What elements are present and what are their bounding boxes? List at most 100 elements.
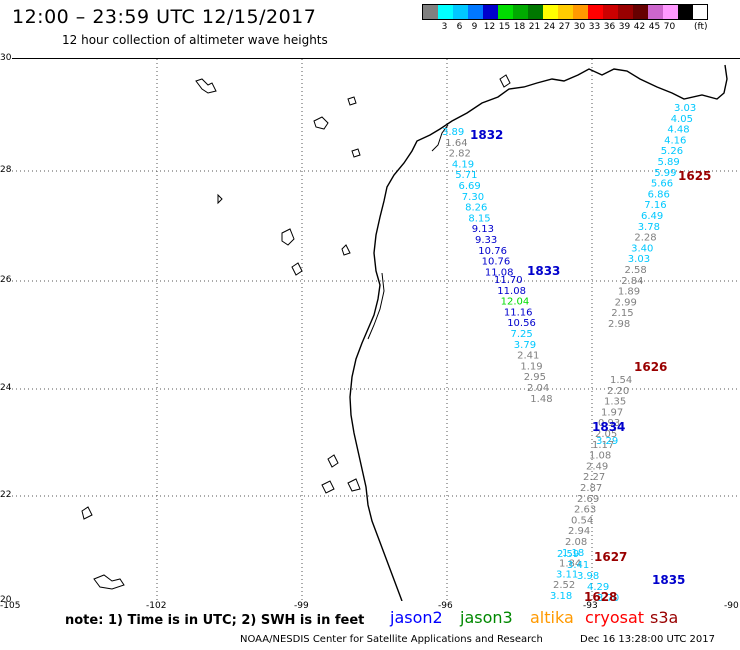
wave-height-value: 2.87	[580, 483, 602, 494]
pass-time-label: 1833	[527, 264, 560, 278]
wave-height-value: 10.76	[478, 246, 507, 257]
sat-s3a: s3a	[650, 608, 679, 627]
footer-credit: NOAA/NESDIS Center for Satellite Applica…	[240, 634, 543, 645]
wave-height-value: 4.29	[587, 582, 609, 593]
lat-label-26: 26	[0, 275, 12, 285]
wave-height-value: 3.89	[442, 127, 464, 138]
wave-height-value: 2.98	[608, 319, 630, 330]
map-title: 12:00 – 23:59 UTC 12/15/2017	[12, 6, 317, 28]
legend-swatch	[633, 5, 648, 19]
inland-lake	[217, 193, 223, 205]
pass-time-label: 1625	[678, 169, 711, 183]
wave-height-value: 5.66	[651, 179, 673, 190]
legend-label: 12	[483, 22, 496, 32]
lon-label-102: -102	[146, 601, 167, 611]
pass-time-label: 1626	[634, 360, 667, 374]
map-subtitle: 12 hour collection of altimeter wave hei…	[62, 33, 328, 47]
sat-cryosat: cryosat	[585, 608, 645, 627]
legend-label: 6	[456, 22, 463, 32]
wave-height-value: 7.25	[511, 329, 533, 340]
legend-swatch	[678, 5, 693, 19]
legend-swatch	[483, 5, 498, 19]
wave-height-value: 1.08	[589, 451, 611, 462]
wave-height-value: 6.49	[641, 211, 663, 222]
wave-height-value: 7.30	[462, 192, 484, 203]
wave-height-value: 1.19	[520, 361, 542, 372]
legend-label: 9	[471, 22, 478, 32]
legend-swatch	[648, 5, 663, 19]
legend-label: 3	[441, 22, 448, 32]
wave-height-value: 3.70	[597, 593, 619, 601]
inland-lake	[347, 96, 357, 106]
wave-height-value: 2.99	[615, 297, 637, 308]
legend-label: 18	[513, 22, 526, 32]
legend-label: 70	[663, 22, 676, 32]
wave-height-value: 5.71	[455, 170, 477, 181]
legend-labels: 3 6 9 12 15 18 21 24 27 30 33 36 39 42 45 70 (ft)	[422, 22, 708, 32]
pass-time-label: 1627	[594, 550, 627, 564]
wave-height-value: 4.05	[671, 114, 693, 125]
pass-time-label: 1832	[470, 128, 503, 142]
lat-label-30: 30	[0, 53, 12, 63]
inland-lake	[195, 78, 217, 94]
legend-label: 24	[543, 22, 556, 32]
wave-height-value: 2.52	[553, 580, 575, 591]
wave-height-value: 9.33	[475, 235, 497, 246]
inland-lake	[81, 506, 93, 520]
wave-height-value: 2.41	[517, 351, 539, 362]
inland-lake	[351, 148, 361, 158]
wave-height-value: 1.84	[559, 559, 581, 570]
legend-swatch	[438, 5, 453, 19]
inland-lake	[313, 116, 329, 130]
wave-height-value: 11.70	[494, 275, 523, 286]
wave-height-value: 1.18	[562, 548, 584, 559]
wave-height-value: 2.82	[449, 149, 471, 160]
inland-lake	[499, 74, 511, 88]
legend-swatch	[453, 5, 468, 19]
wave-height-value: 4.19	[452, 159, 474, 170]
footer-timestamp: Dec 16 13:28:00 UTC 2017	[580, 634, 715, 645]
legend-label: 27	[558, 22, 571, 32]
legend-swatch	[663, 5, 678, 19]
wave-height-value: 2.94	[568, 526, 590, 537]
legend-swatch	[543, 5, 558, 19]
wave-height-value: 0.93	[598, 418, 620, 429]
wave-height-value: 2.58	[625, 265, 647, 276]
wave-height-value: 3.11	[556, 569, 578, 580]
legend-label: 39	[618, 22, 631, 32]
sat-altika: altika	[530, 608, 574, 627]
wave-height-value: 2.63	[574, 505, 596, 516]
wave-height-value: 6.69	[459, 181, 481, 192]
barrier-island	[367, 272, 385, 340]
wave-height-value: 10.56	[507, 318, 536, 329]
inland-lake	[321, 480, 335, 494]
bay-shore	[431, 124, 449, 152]
legend-swatch	[618, 5, 633, 19]
legend-label	[422, 22, 437, 32]
wave-height-value: 2.84	[621, 276, 643, 287]
sat-jason2: jason2	[390, 608, 443, 627]
coastline-gulf	[349, 64, 728, 602]
wave-height-value: 1.54	[610, 375, 632, 386]
track-layer: 3.891.642.824.195.716.697.308.268.159.13…	[442, 103, 711, 634]
inland-lake	[281, 228, 295, 246]
legend-label: 33	[588, 22, 601, 32]
wave-height-value: 5.89	[658, 157, 680, 168]
wave-height-value: 3.03	[674, 103, 696, 114]
lat-label-28: 28	[0, 165, 12, 175]
lat-label-24: 24	[0, 383, 12, 393]
inland-lake	[341, 244, 351, 256]
legend-swatch	[498, 5, 513, 19]
wave-height-value: 3.40	[631, 243, 653, 254]
legend-unit: (ft)	[694, 22, 708, 32]
lat-label-22: 22	[0, 490, 12, 500]
legend-label: 36	[603, 22, 616, 32]
wave-height-value: 2.04	[527, 383, 549, 394]
legend-label	[677, 22, 692, 32]
lon-label-105: -105	[0, 601, 21, 611]
wave-height-value: 2.28	[634, 233, 656, 244]
map-frame: 3.89 1.64 2.82 4.19 5.71 6.69 7.30 8.26 8.15 9.13…	[0, 53, 740, 634]
graticule	[12, 59, 740, 601]
legend-swatch	[603, 5, 618, 19]
wave-height-value: 9.13	[472, 224, 494, 235]
